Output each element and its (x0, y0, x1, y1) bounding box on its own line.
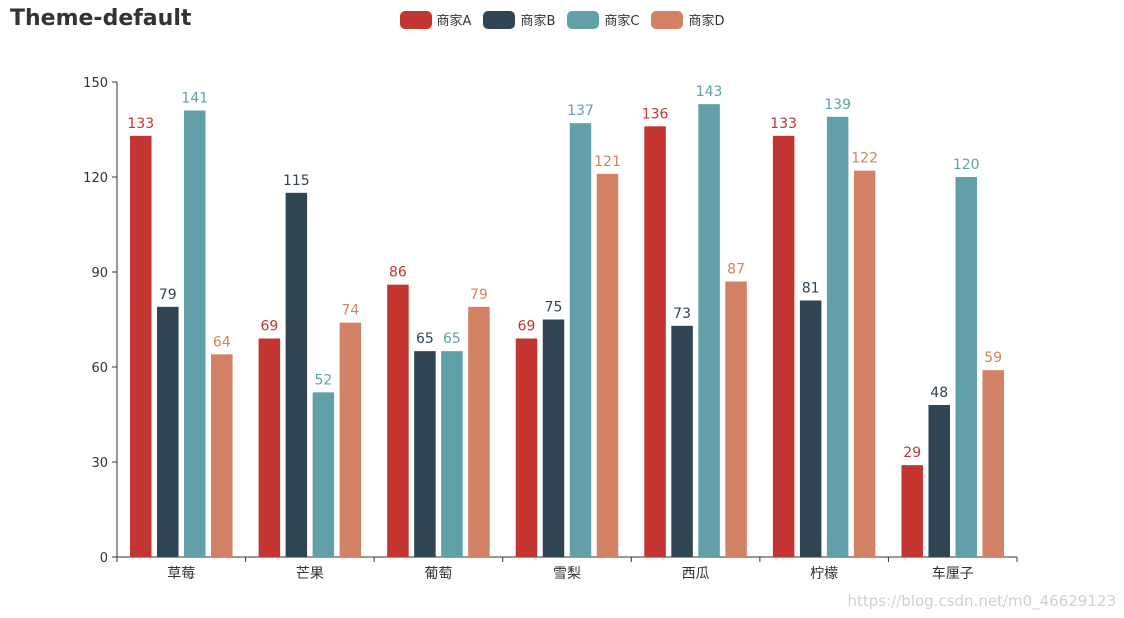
legend-label: 商家C (604, 14, 640, 29)
data-label: 87 (727, 262, 745, 278)
data-label: 86 (389, 265, 407, 281)
bar (569, 123, 592, 558)
bar (339, 322, 362, 557)
data-label: 137 (567, 103, 594, 119)
data-label: 75 (545, 300, 563, 316)
legend-swatch (651, 10, 684, 29)
bar (157, 306, 179, 557)
data-label: 74 (341, 303, 359, 319)
legend-label: 商家D (688, 14, 725, 29)
data-label: 48 (930, 385, 948, 401)
data-label: 133 (770, 116, 797, 132)
data-label: 64 (213, 334, 231, 350)
data-label: 65 (416, 331, 434, 347)
data-label: 69 (260, 319, 278, 335)
bar (901, 465, 923, 557)
legend-label: 商家B (520, 14, 556, 29)
y-tick-label: 150 (83, 76, 108, 91)
data-label: 141 (181, 91, 208, 107)
data-label: 121 (594, 154, 621, 170)
bar (698, 104, 720, 558)
y-tick-label: 60 (91, 361, 108, 376)
x-tick-label: 车厘子 (932, 565, 974, 582)
chart-title: Theme-default (10, 6, 192, 31)
bar (826, 116, 849, 557)
data-label: 79 (470, 287, 488, 303)
data-label: 120 (953, 157, 980, 173)
data-label: 115 (283, 173, 310, 189)
bar (982, 370, 1004, 557)
y-tick-label: 30 (91, 456, 108, 471)
bar (772, 135, 795, 558)
legend-swatch (483, 10, 516, 29)
legend: 商家A 商家B 商家C 商家D (0, 10, 1124, 29)
bar (258, 338, 281, 557)
x-tick-label: 芒果 (296, 566, 324, 582)
data-label: 69 (518, 319, 536, 335)
legend-item[interactable]: 商家B (483, 10, 555, 29)
bar (441, 351, 463, 557)
data-label: 139 (824, 97, 851, 113)
data-label: 65 (443, 331, 461, 347)
data-label: 29 (903, 445, 921, 461)
x-tick-label: 雪梨 (553, 566, 581, 582)
x-tick-label: 柠檬 (810, 566, 838, 582)
bar (184, 110, 206, 557)
bar (211, 354, 233, 557)
data-label: 143 (696, 84, 723, 100)
y-tick-label: 0 (100, 551, 108, 566)
x-tick-label: 西瓜 (682, 566, 710, 582)
data-label: 52 (314, 372, 332, 388)
bar (515, 338, 538, 557)
bar (285, 192, 308, 558)
data-label: 73 (673, 306, 691, 322)
bar (955, 177, 977, 557)
bar (671, 325, 693, 557)
legend-item[interactable]: 商家C (567, 10, 639, 29)
bar (414, 351, 436, 557)
data-label: 79 (159, 287, 177, 303)
legend-label: 商家A (436, 14, 472, 29)
bar (853, 170, 876, 557)
y-tick-label: 90 (91, 266, 108, 281)
bar (542, 319, 565, 557)
bar (799, 300, 822, 557)
bar (387, 284, 409, 557)
legend-item[interactable]: 商家A (399, 10, 472, 29)
x-tick-label: 草莓 (167, 566, 195, 582)
y-tick-label: 120 (83, 171, 108, 186)
legend-swatch (399, 10, 432, 29)
watermark: https://blog.csdn.net/m0_46629123 (847, 592, 1116, 610)
bar (725, 281, 747, 557)
data-label: 136 (642, 106, 669, 122)
x-tick-label: 葡萄 (424, 566, 452, 582)
legend-swatch (567, 10, 600, 29)
bar (468, 306, 490, 557)
data-label: 59 (984, 350, 1002, 366)
bar (928, 405, 950, 557)
bar (644, 126, 666, 557)
data-label: 81 (802, 281, 820, 297)
bar (130, 135, 152, 558)
bar (596, 173, 619, 558)
data-label: 133 (127, 116, 154, 132)
bar (312, 392, 335, 557)
legend-item[interactable]: 商家D (651, 10, 724, 29)
data-label: 122 (851, 151, 878, 167)
